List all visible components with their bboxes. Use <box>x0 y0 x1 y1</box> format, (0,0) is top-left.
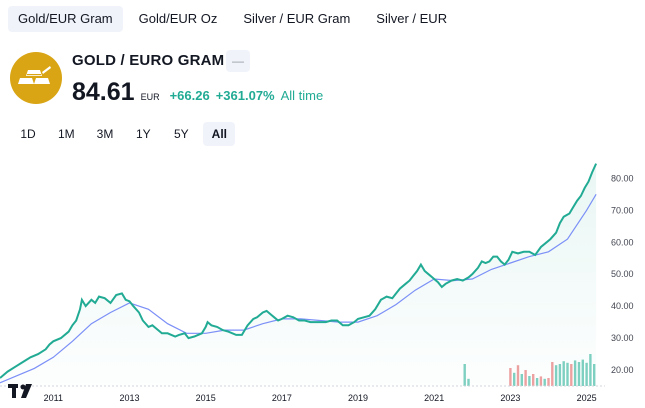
y-tick-label: 70.00 <box>611 205 634 215</box>
x-tick-label: 2011 <box>44 393 63 403</box>
x-tick-label: 2021 <box>424 393 444 403</box>
symbol-badge[interactable]: — <box>226 50 250 72</box>
symbol-title: GOLD / EURO GRAM <box>72 52 225 69</box>
y-tick-label: 50.00 <box>611 269 634 279</box>
x-tick-label: 2023 <box>500 393 520 403</box>
range-1y[interactable]: 1Y <box>136 127 151 141</box>
tab-silver-eur[interactable]: Silver / EUR <box>376 11 448 26</box>
symbol-header: GOLD / EURO GRAM — 84.61 EUR +66.26 +361… <box>10 46 630 106</box>
y-tick-label: 80.00 <box>611 173 634 183</box>
range-1m[interactable]: 1M <box>58 127 75 141</box>
range-3m[interactable]: 3M <box>96 127 114 141</box>
x-tick-label: 2017 <box>272 393 292 403</box>
price-row: 84.61 EUR +66.26 +361.07% All time <box>72 78 323 107</box>
x-tick-label: 2013 <box>119 393 139 403</box>
tab-silver-eur-gram[interactable]: Silver / EUR Gram <box>243 11 351 26</box>
y-tick-label: 60.00 <box>611 237 634 247</box>
price-chart[interactable]: 2011 2013 2015 2017 2019 2021 2023 2025 20.00 30… <box>0 150 645 408</box>
x-tick-label: 2025 <box>577 393 597 403</box>
price-change-percent: +361.07% <box>215 88 275 103</box>
x-tick-label: 2015 <box>196 393 216 403</box>
y-tick-label: 30.00 <box>611 333 634 343</box>
currency-label: EUR <box>140 92 160 102</box>
tradingview-logo-icon <box>8 384 32 398</box>
price-change: +66.26 <box>169 88 210 103</box>
range-all[interactable]: All <box>203 122 236 146</box>
time-range-selector: 1D 1M 3M 1Y 5Y All <box>12 122 236 146</box>
range-5y[interactable]: 5Y <box>174 127 189 141</box>
instrument-tabs: Gold/EUR Gram Gold/EUR Oz Silver / EUR G… <box>8 6 457 32</box>
range-1d[interactable]: 1D <box>20 127 36 141</box>
tab-gold-eur-oz[interactable]: Gold/EUR Oz <box>138 11 218 26</box>
y-tick-label: 20.00 <box>611 365 634 375</box>
y-tick-label: 40.00 <box>611 301 634 311</box>
last-price: 84.61 <box>72 78 135 106</box>
tab-gold-eur-gram[interactable]: Gold/EUR Gram <box>8 6 123 32</box>
price-area-fill <box>0 163 597 386</box>
x-tick-label: 2019 <box>348 393 368 403</box>
price-line <box>0 163 598 379</box>
change-period: All time <box>280 88 324 103</box>
gold-bars-icon <box>10 52 62 104</box>
